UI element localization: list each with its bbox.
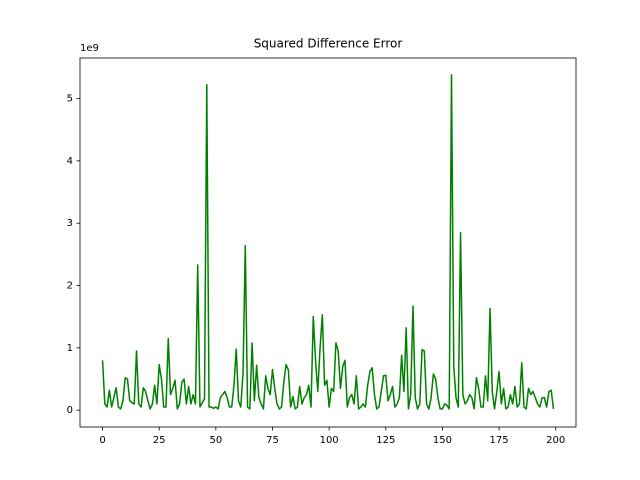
axes-frame [79, 57, 577, 428]
x-tick-label: 100 [320, 435, 339, 446]
y-tick-label: 4 [67, 156, 73, 167]
x-tick-label: 125 [376, 435, 395, 446]
x-tick-label: 175 [490, 435, 509, 446]
x-tick-label: 0 [99, 435, 105, 446]
x-tick-label: 200 [546, 435, 565, 446]
x-tick-label: 150 [433, 435, 452, 446]
y-scale-label: 1e9 [80, 43, 99, 54]
chart-title: Squared Difference Error [254, 37, 403, 51]
x-tick-label: 25 [153, 435, 166, 446]
data-line [101, 74, 555, 410]
y-tick-label: 3 [67, 218, 73, 229]
x-tick-label: 50 [209, 435, 222, 446]
y-tick-label: 2 [67, 281, 73, 292]
y-tick-label: 1 [67, 343, 73, 354]
x-tick-label: 75 [266, 435, 279, 446]
y-tick-label: 5 [67, 94, 73, 105]
y-tick-label: 0 [67, 405, 73, 416]
